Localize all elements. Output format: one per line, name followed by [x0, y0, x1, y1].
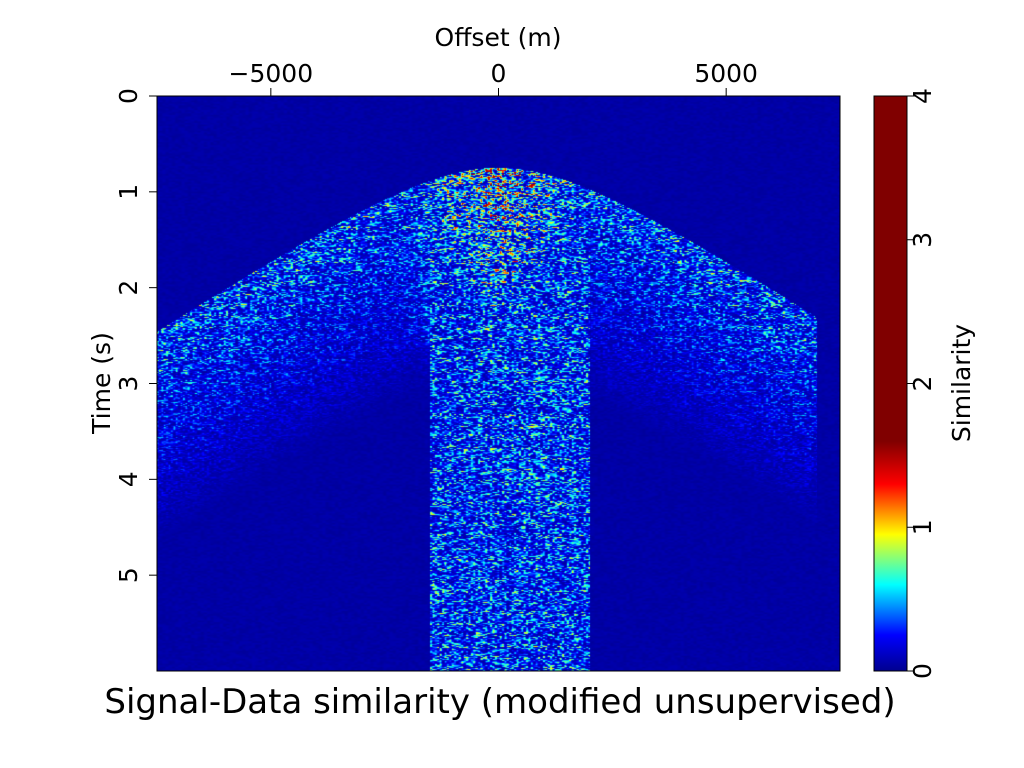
y-tick-label: 2 — [114, 280, 143, 296]
colorbar-ticks: 0 1 2 3 4 — [907, 88, 937, 679]
x-axis-label: Offset (m) — [435, 23, 562, 52]
y-axis-label: Time (s) — [87, 332, 116, 435]
x-tick-label: 5000 — [694, 59, 758, 88]
colorbar-tick-label: 2 — [908, 376, 937, 392]
chart-title: Signal-Data similarity (modified unsuper… — [104, 682, 895, 722]
y-tick-label: 4 — [114, 471, 143, 487]
heatmap-plot — [156, 95, 841, 672]
x-axis: −5000 0 5000 — [229, 59, 758, 96]
y-tick-label: 0 — [114, 88, 143, 104]
x-tick-label: 0 — [491, 59, 507, 88]
colorbar-tick-label: 3 — [908, 232, 937, 248]
y-axis: 0 1 2 3 4 5 — [114, 88, 157, 583]
colorbar-tick-label: 0 — [908, 663, 937, 679]
colorbar-gradient — [873, 95, 908, 672]
heatmap-canvas — [157, 96, 840, 671]
colorbar-tick-label: 4 — [908, 88, 937, 104]
colorbar-label: Similarity — [947, 324, 976, 442]
colorbar-tick-label: 1 — [908, 519, 937, 535]
x-tick-label: −5000 — [229, 59, 314, 88]
y-tick-label: 1 — [114, 184, 143, 200]
colorbar: 0 1 2 3 4 Similarity — [873, 88, 976, 679]
y-tick-label: 3 — [114, 376, 143, 392]
y-tick-label: 5 — [114, 567, 143, 583]
